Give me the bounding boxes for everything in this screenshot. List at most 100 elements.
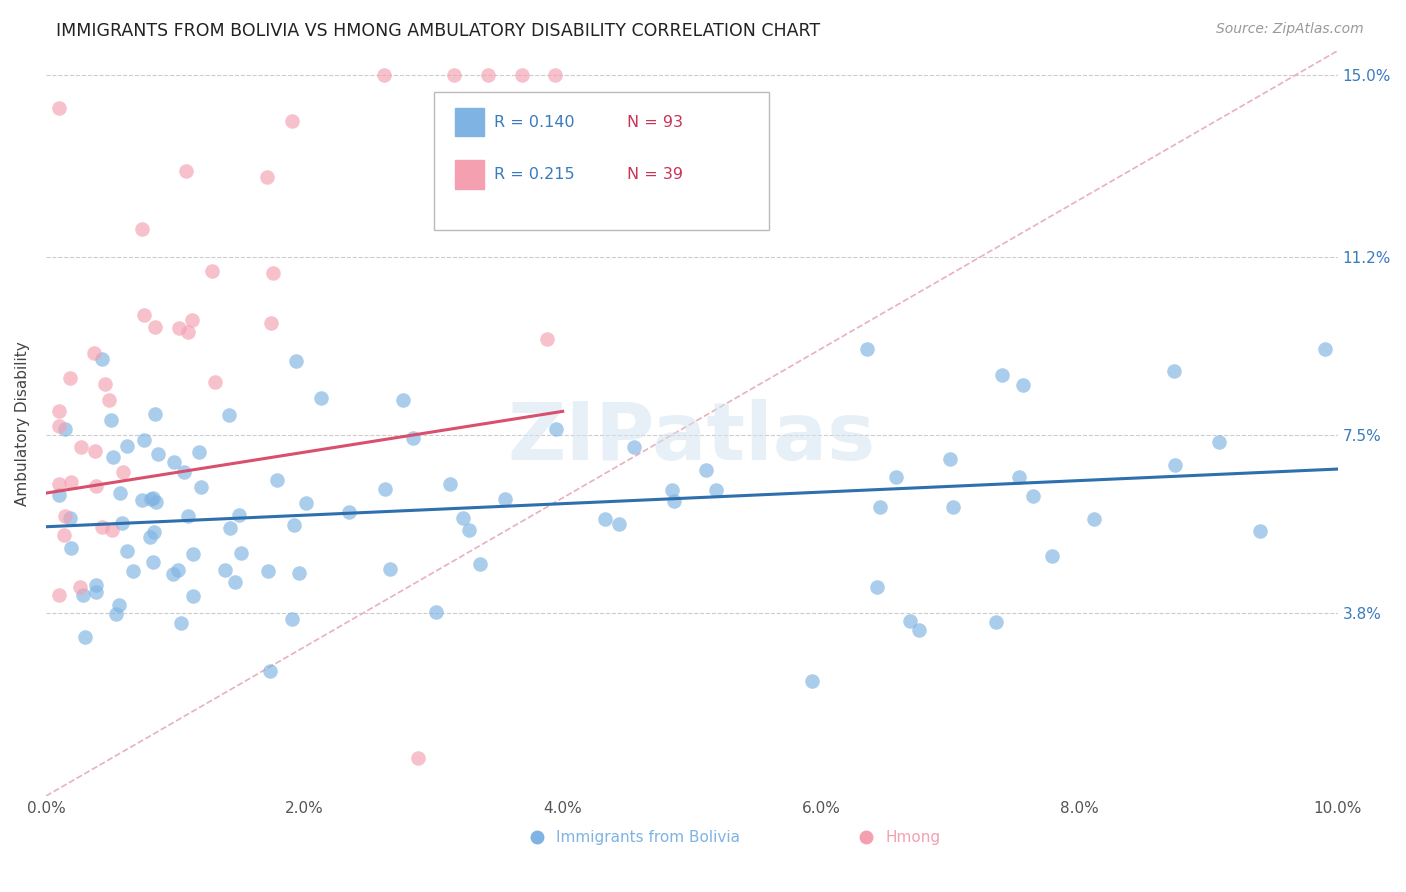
Text: R = 0.140: R = 0.140	[495, 115, 575, 129]
Point	[180, 312, 202, 326]
Point	[167, 320, 190, 334]
Text: IMMIGRANTS FROM BOLIVIA VS HMONG AMBULATORY DISABILITY CORRELATION CHART: IMMIGRANTS FROM BOLIVIA VS HMONG AMBULAT…	[56, 22, 820, 40]
Point	[425, 605, 447, 619]
Point	[59, 371, 82, 385]
Point	[661, 483, 683, 498]
Bar	[456, 108, 484, 136]
Point	[117, 439, 139, 453]
Point	[53, 528, 76, 542]
Point	[166, 563, 188, 577]
Point	[176, 163, 198, 178]
Point	[1083, 512, 1105, 526]
Point	[451, 511, 474, 525]
Point	[374, 482, 396, 496]
Point	[173, 466, 195, 480]
Point	[139, 530, 162, 544]
Point	[907, 623, 929, 637]
Point	[73, 630, 96, 644]
Point	[856, 342, 879, 356]
Point	[187, 445, 209, 459]
Point	[283, 518, 305, 533]
Point	[181, 589, 204, 603]
Point	[281, 612, 304, 626]
Point	[177, 508, 200, 523]
Point	[91, 520, 114, 534]
Point	[110, 516, 132, 530]
Point	[163, 455, 186, 469]
Point	[48, 419, 70, 434]
Point	[1249, 524, 1271, 538]
Point	[214, 563, 236, 577]
Point	[1008, 470, 1031, 484]
Point	[1040, 549, 1063, 564]
Point	[468, 557, 491, 571]
Point	[477, 68, 499, 82]
Point	[1012, 378, 1035, 392]
Point	[443, 68, 465, 82]
Point	[402, 431, 425, 445]
Point	[229, 546, 252, 560]
Point	[294, 496, 316, 510]
Point	[101, 523, 124, 537]
Point	[544, 68, 567, 82]
Point	[898, 614, 921, 628]
Point	[256, 565, 278, 579]
Point	[262, 266, 284, 280]
Point	[142, 491, 165, 505]
Point	[869, 500, 891, 514]
Point	[1208, 434, 1230, 449]
Point	[623, 440, 645, 454]
Point	[84, 585, 107, 599]
Point	[984, 615, 1007, 629]
Point	[131, 493, 153, 508]
Y-axis label: Ambulatory Disability: Ambulatory Disability	[15, 341, 30, 506]
Point	[117, 544, 139, 558]
Point	[288, 566, 311, 581]
Point	[536, 332, 558, 346]
Point	[72, 588, 94, 602]
Point	[107, 598, 129, 612]
Point	[1022, 489, 1045, 503]
Point	[143, 320, 166, 334]
Point	[337, 506, 360, 520]
Point	[94, 376, 117, 391]
Point	[941, 500, 963, 514]
Point	[1313, 342, 1336, 356]
Point	[48, 487, 70, 501]
Point	[48, 404, 70, 418]
Point	[392, 392, 415, 407]
Point	[103, 450, 125, 464]
Point	[134, 433, 156, 447]
Point	[1164, 458, 1187, 472]
Text: N = 93: N = 93	[627, 115, 683, 129]
Point	[201, 263, 224, 277]
Point	[546, 422, 568, 436]
Point	[695, 463, 717, 477]
Point	[132, 309, 155, 323]
Point	[69, 580, 91, 594]
Point	[309, 391, 332, 405]
Point	[1163, 364, 1185, 378]
Text: ZIPatlas: ZIPatlas	[508, 400, 876, 477]
Point	[70, 440, 93, 454]
Point	[53, 422, 76, 436]
Point	[48, 588, 70, 602]
Point	[145, 494, 167, 508]
Point	[510, 68, 533, 82]
Point	[143, 407, 166, 421]
Point	[494, 492, 516, 507]
Point	[181, 547, 204, 561]
Point	[146, 447, 169, 461]
Point	[204, 375, 226, 389]
Point	[83, 443, 105, 458]
Point	[48, 102, 70, 116]
Point	[177, 325, 200, 339]
Point	[112, 465, 135, 479]
Point	[259, 665, 281, 679]
Point	[48, 477, 70, 491]
Point	[218, 521, 240, 535]
Point	[84, 578, 107, 592]
Point	[122, 564, 145, 578]
Point	[131, 221, 153, 235]
Point	[90, 351, 112, 366]
